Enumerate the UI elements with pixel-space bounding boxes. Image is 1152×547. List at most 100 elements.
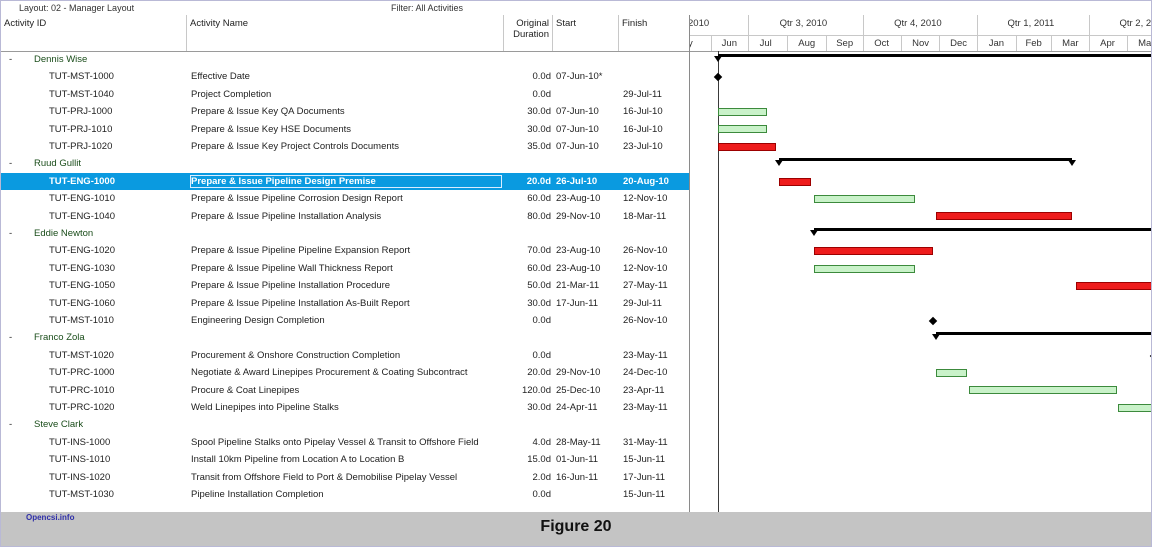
activity-bar[interactable] [814, 194, 916, 203]
activity-start: 24-Apr-11 [556, 402, 598, 413]
filter-name[interactable]: Filter: All Activities [391, 3, 464, 13]
activity-bar[interactable] [718, 125, 768, 134]
activity-row[interactable]: TUT-PRC-1020 Weld Linepipes into Pipeline… [1, 399, 689, 416]
activity-row[interactable]: TUT-MST-1030 Pipeline Installation Comple… [1, 486, 689, 503]
activity-finish: 16-Jul-10 [623, 106, 663, 118]
activity-row[interactable]: TUT-ENG-1030 Prepare & Issue Pipeline Wal… [1, 260, 689, 277]
summary-bar[interactable] [936, 332, 1151, 336]
activity-row[interactable]: TUT-INS-1010 Install 10km Pipeline from L… [1, 451, 689, 468]
column-header-activity-name[interactable]: Activity Name [187, 15, 504, 51]
activity-row-selected[interactable]: TUT-ENG-1000 Prepare & Issue Pipeline Des… [1, 172, 689, 190]
activity-row[interactable]: TUT-PRC-1010 Procure & Coat Linepipes 120.… [1, 382, 689, 399]
activity-start: 28-May-11 [556, 436, 601, 448]
activity-row[interactable]: TUT-ENG-1050 Prepare & Issue Pipeline Ins… [1, 277, 689, 294]
activity-bar[interactable] [1118, 403, 1151, 412]
activity-id: TUT-MST-1030 [49, 489, 114, 500]
milestone-diamond-icon[interactable] [928, 316, 937, 325]
activity-start: 07-Jun-10 [556, 141, 599, 152]
layout-toolbar: Layout: 02 - Manager Layout Filter: All … [1, 1, 1151, 15]
activity-id: TUT-ENG-1040 [49, 210, 115, 222]
activity-name: Effective Date [191, 71, 250, 83]
activity-row[interactable]: TUT-MST-1040 Project Completion 0.0d 29-Jul… [1, 86, 689, 103]
activity-row[interactable]: TUT-INS-1000 Spool Pipeline Stalks onto P… [1, 434, 689, 451]
activity-name: Engineering Design Completion [191, 315, 325, 326]
activity-name: Prepare & Issue Pipeline Installation An… [191, 210, 382, 222]
activity-start: 17-Jun-11 [556, 297, 599, 309]
month-label: Nov [912, 38, 930, 49]
activity-name: Transit from Offshore Field to Port & De… [191, 471, 458, 483]
activity-finish: 23-May-11 [623, 349, 668, 361]
collapse-toggle-icon[interactable]: - [9, 158, 13, 170]
activity-id: TUT-PRJ-1020 [49, 141, 113, 152]
summary-bar[interactable] [814, 227, 1151, 231]
critical-activity-bar[interactable] [814, 247, 933, 256]
watermark: Opencsi.info [26, 513, 75, 522]
critical-activity-bar[interactable] [718, 142, 776, 151]
activity-row[interactable]: TUT-PRC-1000 Negotiate & Award Linepipes … [1, 364, 689, 381]
group-row[interactable]: - Ruud Gullit [1, 155, 689, 172]
figure-caption: Figure 20 [540, 518, 612, 535]
column-header-start[interactable]: Start [553, 15, 619, 51]
month-label: May [1138, 38, 1151, 49]
critical-activity-bar[interactable] [936, 212, 1073, 221]
column-header-finish[interactable]: Finish [622, 18, 648, 29]
activity-row[interactable]: TUT-PRJ-1010 Prepare & Issue Key HSE Docu… [1, 121, 689, 138]
activity-row[interactable]: TUT-ENG-1060 Prepare & Issue Pipeline Ins… [1, 295, 689, 312]
activity-duration: 0.0d [532, 71, 552, 83]
group-row[interactable]: - Dennis Wise [1, 51, 689, 68]
activity-table-header: Activity ID Activity Name Original Durati… [1, 15, 689, 52]
activity-bar[interactable] [814, 264, 916, 273]
column-header-duration[interactable]: Original Duration [504, 15, 553, 51]
group-row[interactable]: - Franco Zola [1, 329, 689, 346]
activity-row[interactable]: TUT-ENG-1020 Prepare & Issue Pipeline Pip… [1, 242, 689, 259]
milestone-diamond-icon[interactable] [1149, 351, 1151, 360]
activity-row[interactable]: TUT-MST-1010 Engineering Design Completio… [1, 312, 689, 329]
critical-activity-bar[interactable] [779, 177, 811, 186]
table-gantt-divider[interactable] [689, 15, 690, 512]
activity-bar[interactable] [718, 107, 768, 116]
summary-bar[interactable] [779, 158, 1073, 162]
activity-finish: 23-Jul-10 [623, 141, 663, 152]
activity-id: TUT-PRC-1000 [49, 367, 115, 379]
activity-bar[interactable] [968, 386, 1117, 395]
month-divider [901, 35, 903, 51]
activity-finish: 15-Jun-11 [623, 489, 666, 500]
activity-duration: 0.0d [532, 489, 552, 500]
activity-name: Weld Linepipes into Pipeline Stalks [191, 402, 339, 413]
month-label: Dec [950, 38, 968, 49]
activity-start: 29-Nov-10 [556, 210, 601, 222]
milestone-diamond-icon[interactable] [714, 72, 723, 82]
activity-duration: 20.0d [526, 175, 551, 187]
summary-bar[interactable] [718, 53, 1151, 57]
month-divider [825, 35, 827, 51]
collapse-toggle-icon[interactable]: - [9, 228, 13, 239]
collapse-toggle-icon[interactable]: - [9, 54, 13, 65]
group-row[interactable]: - Steve Clark [1, 416, 689, 433]
activity-name: Prepare & Issue Pipeline Installation Pr… [191, 280, 391, 292]
layout-name[interactable]: Layout: 02 - Manager Layout [19, 3, 135, 13]
collapse-toggle-icon[interactable]: - [9, 332, 13, 344]
activity-row[interactable]: TUT-MST-1000 Effective Date 0.0d 07-Jun-10* [1, 68, 689, 85]
activity-start: 21-Mar-11 [556, 280, 600, 292]
activity-bar[interactable] [936, 368, 968, 377]
activity-finish: 16-Jul-10 [623, 123, 663, 135]
activity-id: TUT-MST-1020 [49, 349, 114, 361]
activity-row[interactable]: TUT-PRJ-1000 Prepare & Issue Key QA Docum… [1, 103, 689, 120]
quarter-label: Qtr 1, 2011 [1007, 18, 1055, 29]
activity-name: Spool Pipeline Stalks onto Pipelay Vesse… [191, 436, 479, 448]
data-date-line [718, 51, 720, 512]
caption-footer: Opencsi.info Figure 20 [1, 512, 1151, 546]
column-header-activity-id[interactable]: Activity ID [1, 15, 187, 51]
activity-id: TUT-ENG-1010 [49, 193, 115, 205]
activity-row[interactable]: TUT-MST-1020 Procurement & Onshore Constr… [1, 347, 689, 364]
collapse-toggle-icon[interactable]: - [9, 419, 13, 431]
activity-row[interactable]: TUT-ENG-1010 Prepare & Issue Pipeline Cor… [1, 190, 689, 207]
activity-row[interactable]: TUT-INS-1020 Transit from Offshore Field … [1, 469, 689, 486]
activity-name: Prepare & Issue Pipeline Corrosion Desig… [191, 193, 403, 205]
activity-row[interactable]: TUT-PRJ-1020 Prepare & Issue Key Project … [1, 138, 689, 155]
activity-row[interactable]: TUT-ENG-1040 Prepare & Issue Pipeline Ins… [1, 208, 689, 225]
activity-start: 07-Jun-10 [556, 106, 599, 118]
critical-activity-bar[interactable] [1075, 281, 1151, 290]
activity-name: Prepare & Issue Key QA Documents [191, 106, 345, 118]
group-row[interactable]: - Eddie Newton [1, 225, 689, 242]
